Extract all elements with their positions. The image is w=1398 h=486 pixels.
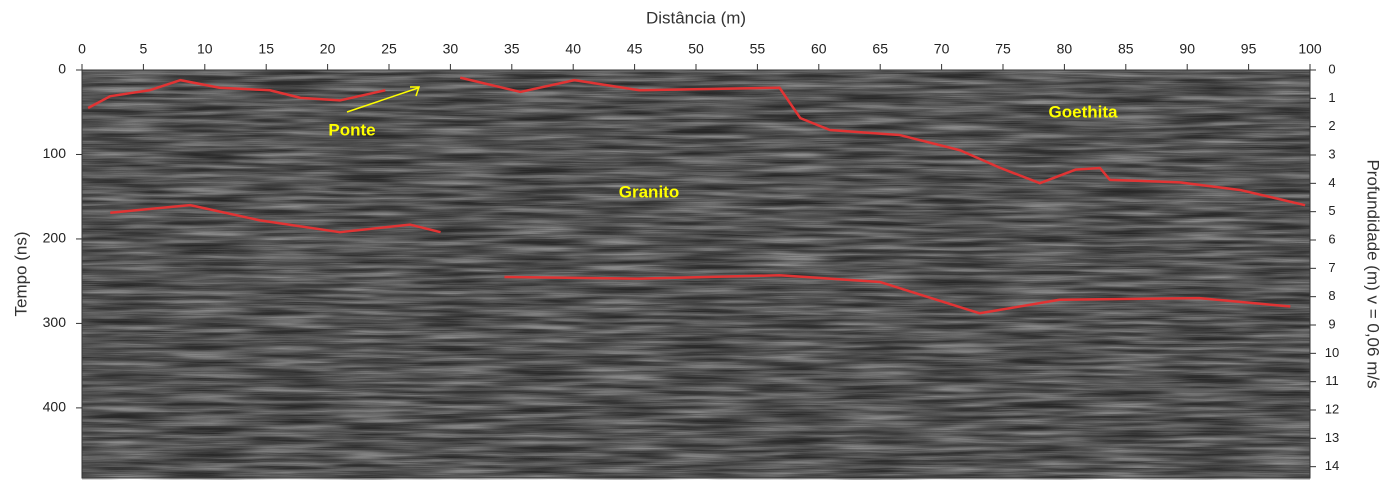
x-tick-label: 95: [1241, 41, 1257, 57]
y2-tick-label: 9: [1328, 316, 1335, 331]
y2-tick-label: 14: [1325, 458, 1339, 473]
annotation-arrow: [346, 87, 419, 113]
y2-tick-label: 11: [1325, 373, 1339, 388]
x-tick-label: 10: [197, 41, 213, 57]
x-tick-label: 75: [995, 41, 1011, 57]
x-tick-label: 0: [78, 41, 86, 57]
y-tick-label: 400: [43, 399, 67, 415]
x-tick-label: 20: [320, 41, 336, 57]
y2-tick-label: 5: [1328, 203, 1335, 218]
x-tick-label: 25: [381, 41, 397, 57]
y2-tick-label: 10: [1325, 345, 1339, 360]
x-tick-label: 5: [140, 41, 148, 57]
annotation: Granito: [619, 182, 679, 201]
y2-tick-label: 2: [1328, 118, 1335, 133]
x-tick-label: 70: [934, 41, 950, 57]
y-tick-label: 100: [43, 145, 67, 161]
annotation: Ponte: [328, 120, 375, 139]
y-tick-label: 300: [43, 314, 67, 330]
annotation: Goethita: [1049, 102, 1118, 121]
x-tick-label: 45: [627, 41, 643, 57]
x-tick-label: 30: [443, 41, 459, 57]
y2-tick-label: 8: [1328, 288, 1335, 303]
x-tick-label: 90: [1179, 41, 1195, 57]
horizon-line: [504, 274, 1291, 315]
y-axis-title: Tempo (ns): [11, 231, 30, 316]
y2-tick-label: 7: [1328, 260, 1335, 275]
y2-tick-label: 1: [1328, 90, 1335, 105]
y-tick-label: 0: [58, 61, 66, 77]
x-tick-label: 15: [258, 41, 274, 57]
annotation-arrowhead: [410, 86, 421, 97]
y2-tick-label: 0: [1328, 61, 1335, 76]
y-tick-label: 200: [43, 230, 67, 246]
y2-tick-label: 3: [1328, 146, 1335, 161]
x-tick-label: 60: [811, 41, 827, 57]
radargram-texture-light: [82, 72, 1310, 480]
x-tick-label: 50: [688, 41, 704, 57]
y2-tick-label: 4: [1328, 175, 1335, 190]
x-axis-title: Distância (m): [646, 8, 746, 27]
x-tick-label: 40: [565, 41, 581, 57]
x-tick-label: 100: [1298, 41, 1322, 57]
y2-tick-label: 13: [1325, 430, 1339, 445]
horizon-line: [87, 78, 386, 110]
x-tick-label: 35: [504, 41, 520, 57]
y2-tick-label: 6: [1328, 231, 1335, 246]
y2-axis-title: Profundidade (m) v = 0,06 m/s: [1364, 159, 1383, 388]
y2-tick-label: 12: [1325, 401, 1339, 416]
x-tick-label: 80: [1057, 41, 1073, 57]
x-tick-label: 55: [750, 41, 766, 57]
horizon-line: [459, 76, 1306, 207]
horizon-line: [110, 203, 441, 234]
x-tick-label: 85: [1118, 41, 1134, 57]
x-tick-label: 65: [872, 41, 888, 57]
